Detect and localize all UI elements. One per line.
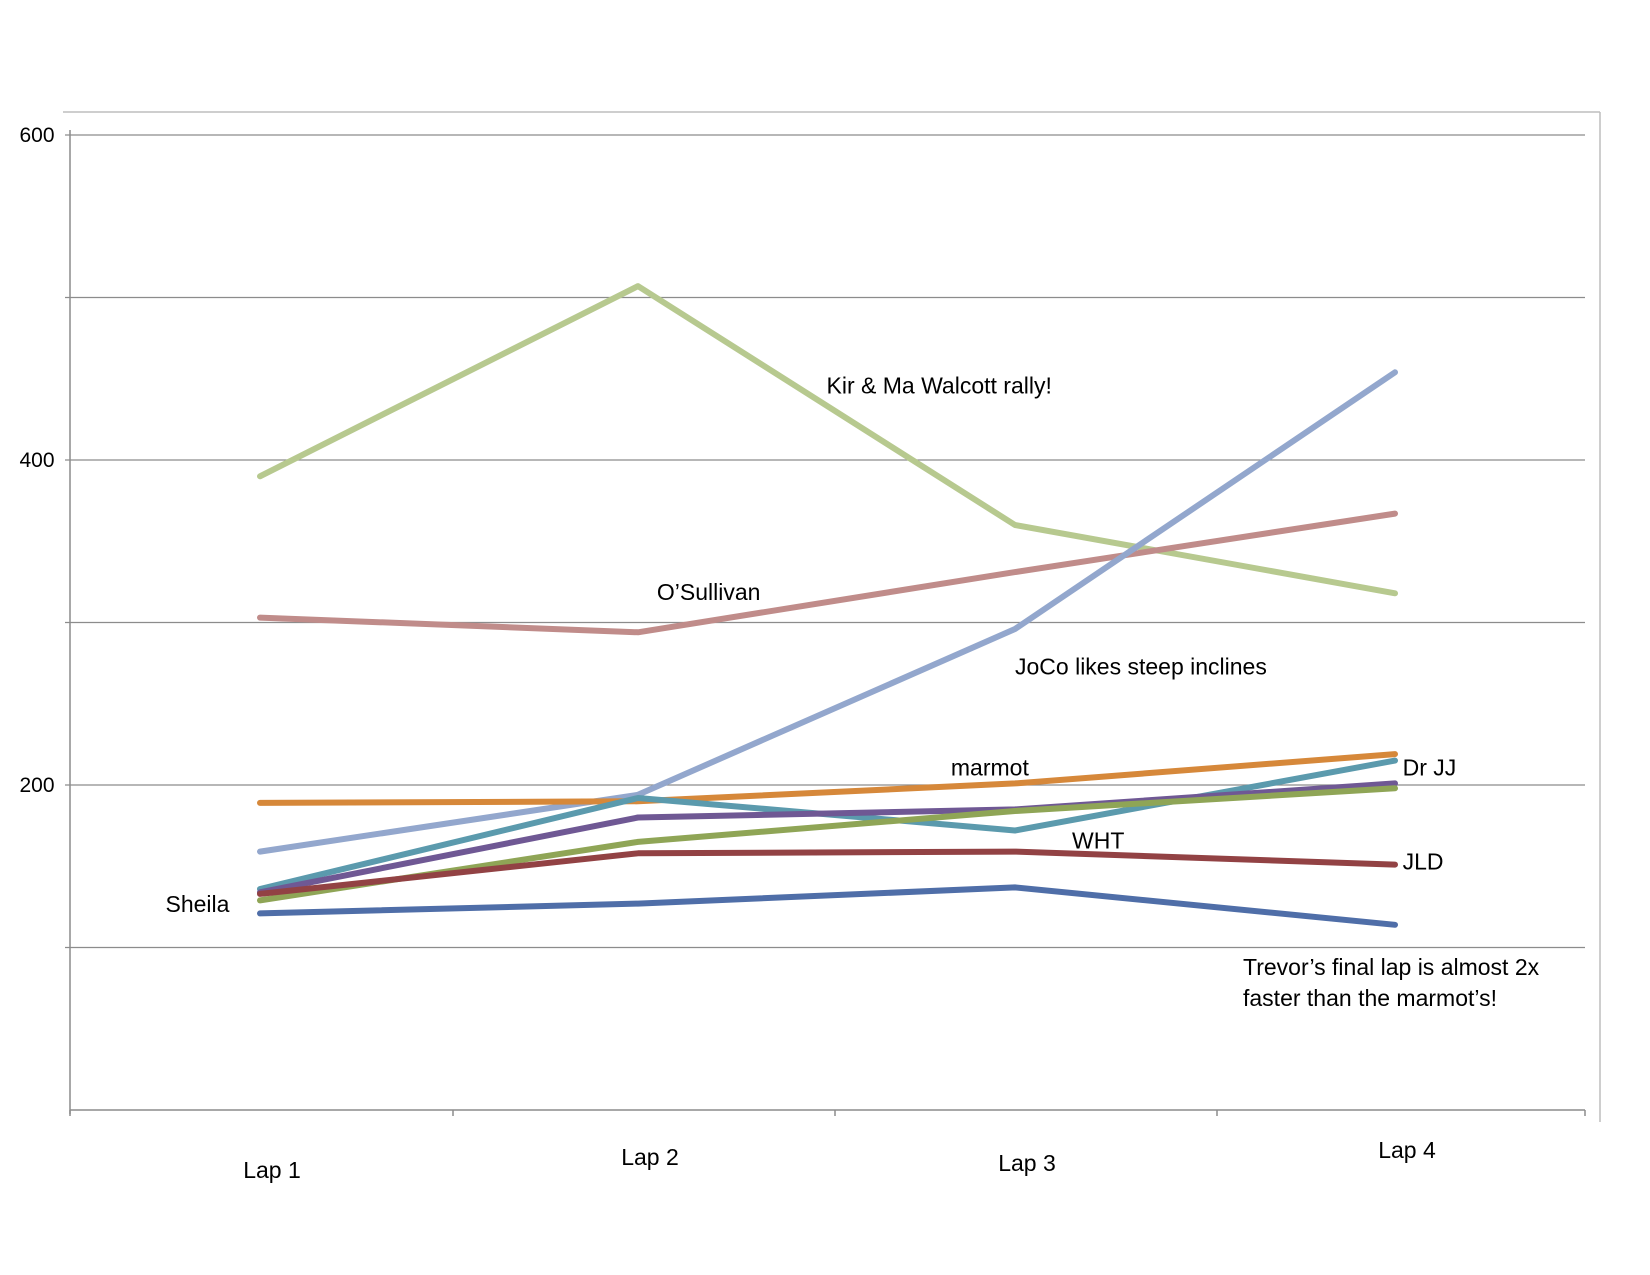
y-tick-label: 200: [19, 774, 54, 797]
annotation-label: JoCo likes steep inclines: [1015, 654, 1267, 680]
series-lines: [257, 283, 1398, 928]
annotation-label: Kir & Ma Walcott rally!: [827, 372, 1052, 398]
annotations: Kir & Ma Walcott rally! O’Sullivan JoCo li…: [166, 372, 1540, 1011]
y-axis-ticks: 600 400 200: [19, 124, 54, 797]
annotation-label: WHT: [1072, 827, 1124, 853]
x-axis-categories: Lap 1 Lap 2 Lap 3 Lap 4: [243, 1137, 1436, 1183]
x-category-label: Lap 4: [1378, 1137, 1436, 1163]
annotation-label: marmot: [951, 754, 1030, 780]
series-line-1: [257, 283, 1398, 597]
x-category-label: Lap 1: [243, 1157, 301, 1183]
x-category-label: Lap 3: [998, 1150, 1056, 1176]
y-tick-label: 600: [19, 124, 54, 147]
series-line-4: [257, 751, 1398, 806]
series-line-6: [257, 780, 1398, 896]
annotation-label: Trevor’s final lap is almost 2x: [1243, 954, 1540, 980]
series-line-9: [257, 884, 1398, 928]
annotation-label: O’Sullivan: [657, 579, 761, 605]
x-category-label: Lap 2: [621, 1144, 679, 1170]
annotation-label: Dr JJ: [1403, 754, 1457, 780]
annotation-label: faster than the marmot’s!: [1243, 985, 1497, 1011]
series-line-8: [257, 848, 1398, 897]
series-line-2: [257, 510, 1398, 636]
y-tick-label: 400: [19, 449, 54, 472]
series-line-3: [257, 369, 1398, 855]
axes: [69, 130, 1586, 1116]
annotation-label: JLD: [1403, 849, 1444, 875]
annotation-label: Sheila: [166, 891, 230, 917]
